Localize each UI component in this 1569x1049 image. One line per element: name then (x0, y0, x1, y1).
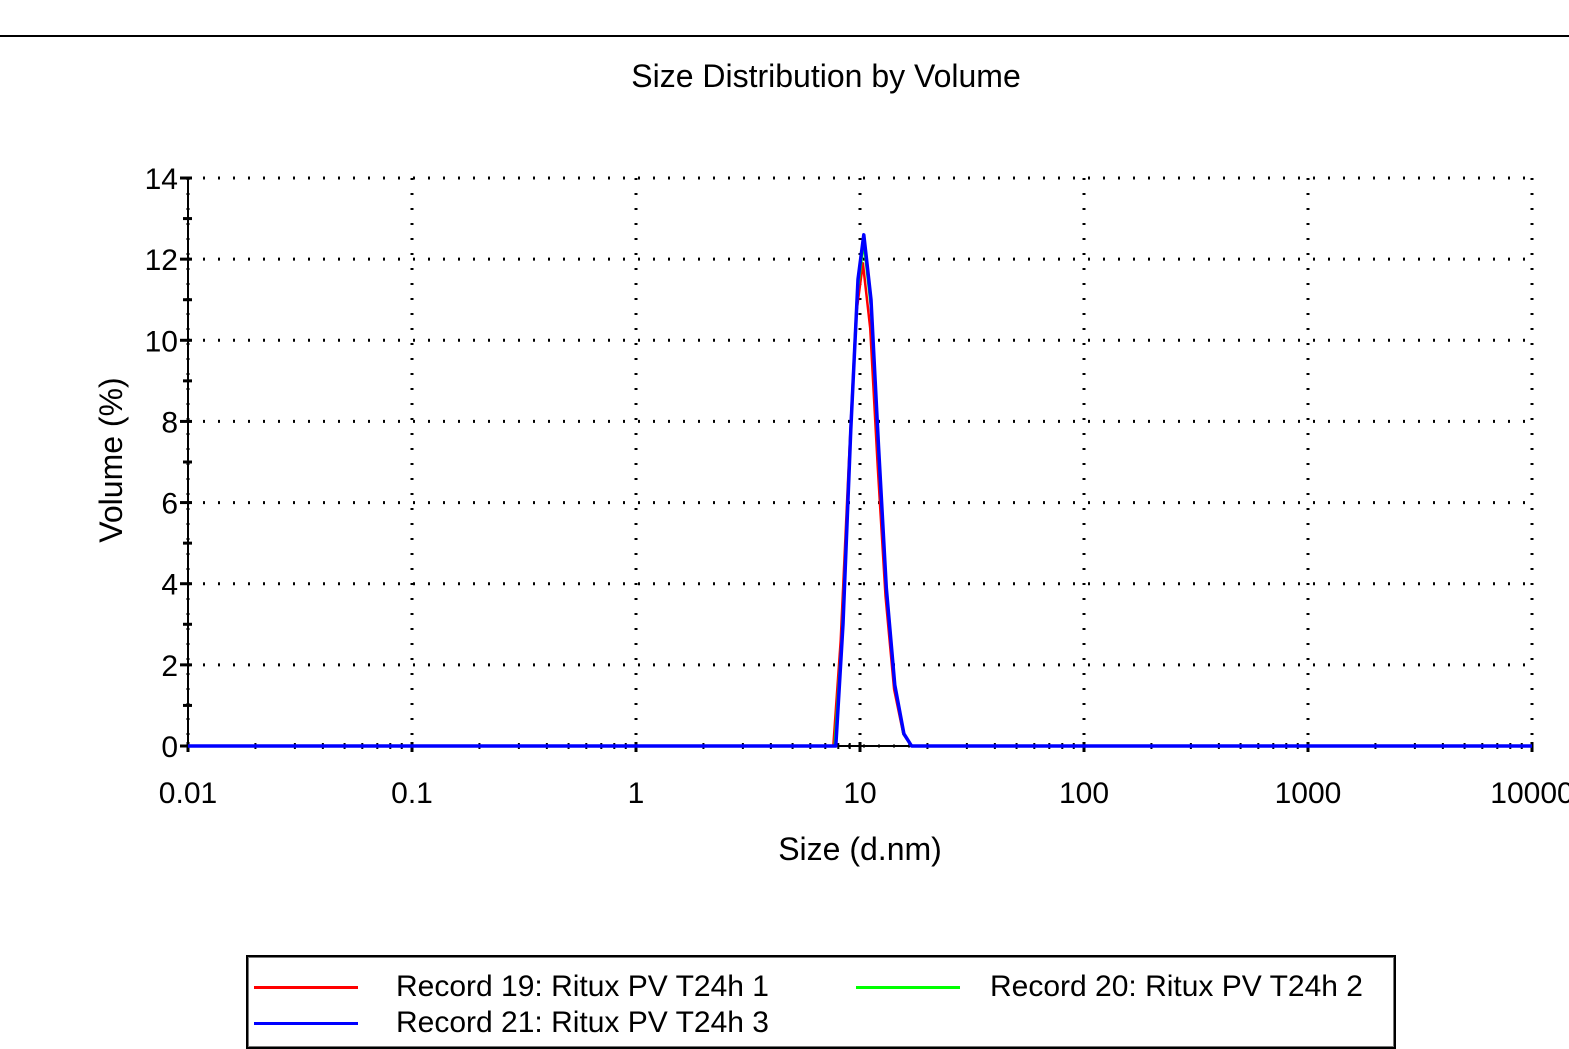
y-axis-label: Volume (%) (93, 377, 129, 542)
top-rule (0, 35, 1569, 37)
x-tick-label: 10 (843, 777, 876, 810)
chart-title: Size Distribution by Volume (631, 58, 1021, 94)
x-axis-label: Size (d.nm) (778, 831, 942, 867)
x-tick-label: 0.01 (159, 777, 217, 810)
legend-label: Record 21: Ritux PV T24h 3 (396, 1006, 769, 1039)
legend-swatch (254, 985, 358, 989)
y-tick-label: 0 (161, 731, 178, 764)
x-tick-label: 1 (628, 777, 645, 810)
legend-swatch (856, 985, 960, 989)
y-tick-label: 10 (145, 325, 178, 358)
legend-swatch (254, 1021, 358, 1025)
y-tick-label: 14 (145, 163, 178, 196)
y-tick-label: 4 (161, 569, 178, 602)
legend-label: Record 20: Ritux PV T24h 2 (990, 970, 1363, 1003)
series-lines (188, 233, 1532, 748)
legend: Record 19: Ritux PV T24h 1 Record 20: Ri… (246, 955, 1396, 1049)
x-tick-label: 100 (1059, 777, 1109, 810)
legend-label: Record 19: Ritux PV T24h 1 (396, 970, 769, 1003)
x-tick-label: 10000 (1490, 777, 1569, 810)
y-tick-label: 6 (161, 488, 178, 521)
legend-item-record-21: Record 21: Ritux PV T24h 3 (254, 1006, 769, 1039)
x-tick-label: 1000 (1275, 777, 1342, 810)
y-tick-label: 2 (161, 650, 178, 683)
x-tick-label: 0.1 (391, 777, 433, 810)
size-distribution-chart: Size Distribution by Volume 024681012140… (93, 58, 1569, 867)
tick-labels: 0 2 4 6 8 10 12 14 0.01 0.1 1 10 100 1000 10000 (145, 163, 1569, 810)
legend-item-record-20: Record 20: Ritux PV T24h 2 (856, 970, 1363, 1003)
series-line-3 (188, 233, 1532, 748)
legend-item-record-19: Record 19: Ritux PV T24h 1 (254, 970, 769, 1003)
y-tick-label: 12 (145, 244, 178, 277)
y-tick-label: 8 (161, 406, 178, 439)
